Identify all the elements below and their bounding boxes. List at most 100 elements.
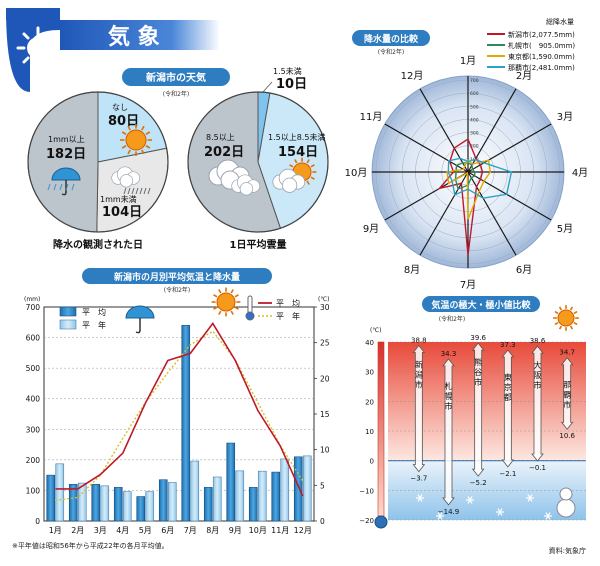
snowflake-icon xyxy=(526,494,534,502)
bar-normal xyxy=(77,482,87,522)
snowflake-icon xyxy=(544,512,552,520)
x-tick-label: 3月 xyxy=(94,526,107,535)
bar-average xyxy=(46,474,56,522)
snowman-body xyxy=(556,498,576,518)
bar-normal xyxy=(235,470,245,522)
pie1-value-under1mm: 104日 xyxy=(102,205,142,220)
y-tick-label: −10 xyxy=(359,487,374,495)
y-tick-label: 600 xyxy=(26,334,41,343)
radar-spoke xyxy=(467,171,552,221)
y-tick-label: 0 xyxy=(35,517,40,526)
pie2-label-under1.5: 1.5未満 xyxy=(273,66,302,76)
pie1-label-over1mm: 1mm以上 xyxy=(48,135,85,144)
rain-drop xyxy=(71,183,75,191)
sun-ray xyxy=(554,310,559,315)
y2-tick-label: 20 xyxy=(320,374,330,383)
radar-month-label: 6月 xyxy=(516,264,532,276)
max-value-label: 34.3 xyxy=(441,350,457,358)
sun-icon xyxy=(120,124,152,156)
cloud-puff xyxy=(239,182,254,196)
radar-legend-label: 東京都(1,590.0mm) xyxy=(508,52,575,61)
bar-average xyxy=(248,487,258,522)
radar-note: (令和2年) xyxy=(378,48,405,56)
thermometer-icon xyxy=(245,295,255,321)
sun-disc xyxy=(557,309,575,327)
min-value-label: 10.6 xyxy=(559,432,575,440)
legend-bar-average-label: 平 均 xyxy=(82,307,106,317)
umbrella-handle xyxy=(61,180,67,196)
rain-drop xyxy=(143,187,147,195)
sun-ray xyxy=(213,294,218,298)
pie1-label-none: なし xyxy=(112,103,128,112)
city-name-char: 市 xyxy=(474,377,482,387)
y2-tick-label: 15 xyxy=(320,410,330,419)
city-name-char: 幌 xyxy=(445,391,453,401)
pie2-value-over8.5: 202日 xyxy=(204,145,244,160)
sun-disc xyxy=(216,292,236,312)
snowman-head xyxy=(559,487,573,501)
weather-title: 新潟市の天気 xyxy=(146,71,206,84)
rain-drop xyxy=(123,187,127,195)
source-note: 資料:気象庁 xyxy=(549,546,586,555)
bar-average xyxy=(136,496,146,522)
extremes-heading: 気温の極大・極小値比較 (令和2年) xyxy=(422,296,540,323)
cloud-icon xyxy=(272,168,306,193)
bar-normal xyxy=(257,470,267,522)
snowflake-arm xyxy=(417,494,423,502)
radar-month-label: 12月 xyxy=(401,70,424,82)
bar-average xyxy=(113,487,123,522)
radar-month-label: 1月 xyxy=(460,55,476,67)
extreme-range-arrow xyxy=(531,345,544,462)
y-axis-label: (℃) xyxy=(370,327,381,334)
pie1-outline xyxy=(27,91,169,233)
bar-normal xyxy=(55,463,65,522)
radar-tick-label: 600 xyxy=(470,91,479,97)
city-name-char: 東 xyxy=(504,372,512,382)
y2-axis-label: (℃) xyxy=(318,296,329,303)
radar-legend-label: 新潟市(2,077.5mm) xyxy=(508,30,575,39)
bar-normal xyxy=(100,485,110,522)
city-name-char: 京 xyxy=(504,382,512,392)
umbrella-handle xyxy=(135,318,141,334)
y-tick-label: 500 xyxy=(26,364,41,373)
x-tick-label: 11月 xyxy=(271,526,289,535)
min-value-label: −3.7 xyxy=(410,475,427,483)
extreme-range-arrow xyxy=(442,358,455,506)
radar-legend-title: 総降水量 xyxy=(546,17,574,26)
y2-tick-label: 30 xyxy=(320,303,330,312)
monthly-chart-heading: 新潟市の月別平均気温と降水量 (令和2年) xyxy=(82,268,272,294)
sun-icon xyxy=(16,26,60,70)
x-tick-label: 4月 xyxy=(116,526,129,535)
bar-average xyxy=(293,456,303,522)
max-value-label: 38.6 xyxy=(530,337,546,345)
sun-ray xyxy=(569,325,574,330)
y-tick-label: 40 xyxy=(365,339,374,347)
weather-pies-heading: 新潟市の天気 (令和2年) xyxy=(122,68,230,98)
radar-tick-label: 400 xyxy=(470,117,479,123)
sun-ray xyxy=(554,321,559,326)
radar-series-0 xyxy=(437,138,484,255)
pie2-leader xyxy=(261,81,273,94)
city-name-char: 覇 xyxy=(563,391,571,400)
snowflake-arm xyxy=(545,512,551,520)
umbrella-icon xyxy=(47,167,81,196)
snowflake-icon xyxy=(466,496,474,504)
sun-ray xyxy=(145,131,151,135)
extremes-title: 気温の極大・極小値比較 xyxy=(431,299,531,311)
umbrella-icon xyxy=(125,305,155,334)
radar-spoke xyxy=(419,171,469,256)
monthly-footnote: ※平年値は昭和56年から平成22年の各月平均値。 xyxy=(12,541,169,550)
radar-month-label: 7月 xyxy=(460,279,476,291)
bar-normal xyxy=(167,482,177,522)
extreme-range-arrow xyxy=(501,349,515,468)
cloud-puff xyxy=(282,177,298,193)
sun-ray xyxy=(127,149,131,155)
bar-average xyxy=(91,484,101,522)
y2-tick-label: 5 xyxy=(320,481,325,490)
sun-ray xyxy=(141,149,145,155)
legend-line-average-label: 平 均 xyxy=(276,298,300,308)
city-name-char: 市 xyxy=(563,400,571,410)
pie2-label-1.5to8.5: 1.5以上8.5未満 xyxy=(268,132,325,142)
x-tick-label: 7月 xyxy=(184,526,197,535)
legend-bar-normal-swatch xyxy=(59,319,77,330)
